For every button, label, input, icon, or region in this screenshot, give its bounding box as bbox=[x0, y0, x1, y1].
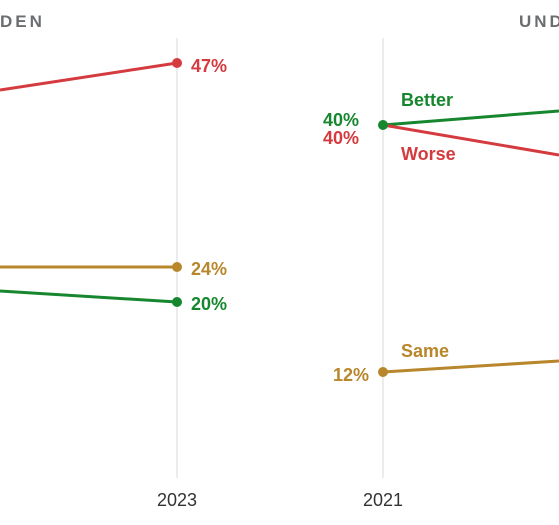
series-label-worse: Worse bbox=[401, 144, 456, 164]
line-left-worse bbox=[0, 61, 178, 92]
value-label-left-worse: 47% bbox=[191, 56, 227, 76]
series-label-better: Better bbox=[401, 90, 453, 110]
line-right-same bbox=[382, 359, 559, 374]
value-label-right-same: 12% bbox=[333, 365, 369, 385]
line-left-better bbox=[0, 289, 178, 304]
panel-title-left: DEN bbox=[0, 12, 45, 31]
value-label-right-worse: 40% bbox=[323, 128, 359, 148]
point-right-better-worse bbox=[378, 120, 388, 130]
value-label-left-better: 20% bbox=[191, 294, 227, 314]
point-right-same bbox=[378, 367, 388, 377]
line-right-better bbox=[382, 109, 559, 127]
x-tick-2023: 2023 bbox=[157, 490, 197, 510]
x-tick-2021: 2021 bbox=[363, 490, 403, 510]
value-label-left-same: 24% bbox=[191, 259, 227, 279]
line-right-worse bbox=[382, 123, 559, 157]
point-left-worse bbox=[172, 58, 182, 68]
point-left-better bbox=[172, 297, 182, 307]
value-label-right-better: 40% bbox=[323, 110, 359, 130]
panel-title-right: UND bbox=[519, 12, 559, 31]
point-left-same bbox=[172, 262, 182, 272]
series-label-same: Same bbox=[401, 341, 449, 361]
